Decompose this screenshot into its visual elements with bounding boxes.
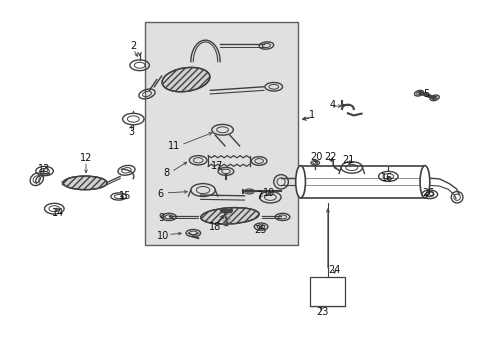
Text: 12: 12 xyxy=(80,153,92,163)
Text: 10: 10 xyxy=(157,231,169,240)
Text: 5: 5 xyxy=(422,89,428,99)
Text: 24: 24 xyxy=(328,265,340,275)
Ellipse shape xyxy=(295,166,305,198)
Text: 26: 26 xyxy=(422,188,434,198)
Text: 23: 23 xyxy=(315,307,327,316)
Text: 3: 3 xyxy=(127,127,134,136)
Text: 9: 9 xyxy=(158,213,164,223)
Text: 22: 22 xyxy=(324,152,336,162)
Text: 7: 7 xyxy=(256,191,262,201)
Text: 21: 21 xyxy=(342,154,354,165)
Bar xyxy=(300,166,424,198)
Text: 14: 14 xyxy=(52,208,64,218)
Text: 2: 2 xyxy=(130,41,136,50)
Ellipse shape xyxy=(162,67,209,92)
Text: 17: 17 xyxy=(210,161,223,171)
Text: 18: 18 xyxy=(209,222,221,231)
Bar xyxy=(144,22,298,244)
Text: 1: 1 xyxy=(308,111,314,121)
Text: 13: 13 xyxy=(38,164,50,174)
Text: 20: 20 xyxy=(310,152,322,162)
Text: 11: 11 xyxy=(167,141,180,151)
Ellipse shape xyxy=(200,208,259,224)
Text: 16: 16 xyxy=(381,173,393,183)
Text: 6: 6 xyxy=(157,189,163,199)
Text: 8: 8 xyxy=(163,168,169,178)
Ellipse shape xyxy=(419,166,429,198)
Bar xyxy=(310,277,345,306)
Text: 4: 4 xyxy=(328,100,335,110)
Text: 25: 25 xyxy=(254,225,266,235)
Ellipse shape xyxy=(63,176,107,190)
Text: 19: 19 xyxy=(262,188,274,198)
Text: 15: 15 xyxy=(119,191,131,201)
